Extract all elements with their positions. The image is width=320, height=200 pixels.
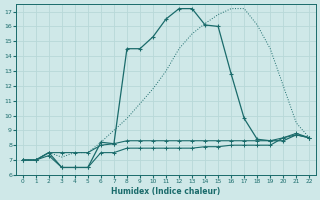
- X-axis label: Humidex (Indice chaleur): Humidex (Indice chaleur): [111, 187, 221, 196]
